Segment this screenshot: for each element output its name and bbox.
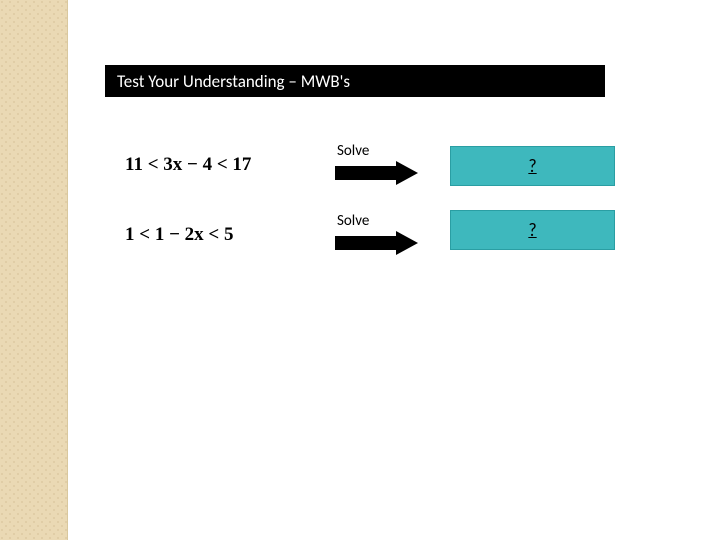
arrow-block-2: Solve [335, 212, 435, 262]
answer-box-1[interactable]: ? [450, 146, 615, 186]
problem-row: 1 < 1 − 2x < 5 Solve ? [105, 200, 685, 270]
answer-text-2: ? [528, 219, 536, 241]
sidebar-pattern [0, 0, 68, 540]
arrow-block-1: Solve [335, 142, 435, 192]
page-title: Test Your Understanding – MWB's [117, 71, 350, 92]
problem-row: 11 < 3x − 4 < 17 Solve ? [105, 130, 685, 200]
content-area: 11 < 3x − 4 < 17 Solve ? 1 < 1 − 2x < 5 … [105, 130, 685, 270]
arrow-icon [335, 231, 425, 255]
answer-box-2[interactable]: ? [450, 210, 615, 250]
expression-1: 11 < 3x − 4 < 17 [125, 154, 251, 176]
answer-text-1: ? [528, 155, 536, 177]
arrow-icon [335, 161, 425, 185]
arrow-label-1: Solve [335, 142, 435, 160]
arrow-label-2: Solve [335, 212, 435, 230]
expression-2: 1 < 1 − 2x < 5 [125, 224, 233, 246]
title-bar: Test Your Understanding – MWB's [105, 65, 605, 97]
